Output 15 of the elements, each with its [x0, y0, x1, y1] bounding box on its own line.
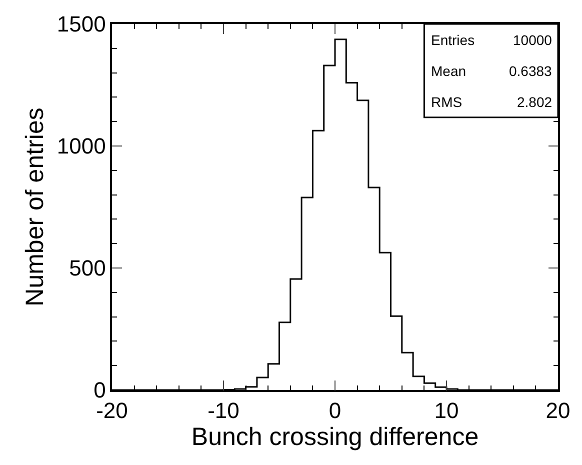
x-tick-label: 10	[434, 398, 459, 424]
x-axis-title: Bunch crossing difference	[191, 423, 479, 452]
x-tick-label: 0	[328, 398, 342, 424]
y-axis-title: Number of entries	[21, 108, 50, 306]
y-tick-label: 1500	[56, 12, 106, 37]
annotation: 10000	[513, 32, 552, 48]
annotation: Entries	[431, 32, 475, 48]
annotation: Mean	[431, 63, 466, 79]
annotation: 0.6383	[509, 63, 552, 79]
y-tick-label: 1000	[56, 134, 106, 159]
annotation: 2.802	[517, 94, 552, 110]
y-tick-label: 500	[69, 256, 106, 281]
x-tick-label: -10	[208, 398, 240, 424]
annotation: RMS	[431, 94, 462, 110]
x-tick-label: 20	[546, 398, 570, 424]
